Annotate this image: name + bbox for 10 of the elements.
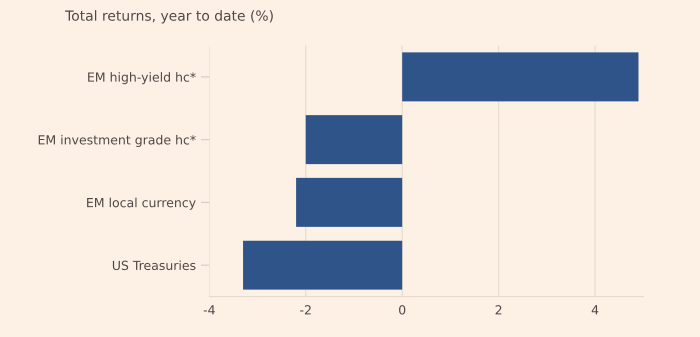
y-tick-label: EM high-yield hc* [88, 72, 196, 84]
y-tick-label: US Treasuries [112, 260, 196, 270]
y-tick-label: EM investment grade hc* [38, 134, 196, 147]
x-tick-label: 4 [592, 305, 598, 314]
x-tick-label: -4 [204, 305, 215, 314]
y-tick-label: EM local currency [87, 198, 196, 210]
x-tick-label: 2 [496, 305, 502, 314]
x-tick-label: -2 [300, 305, 311, 314]
x-tick-label: 0 [399, 305, 406, 315]
chart-title: Total returns, year to date (%) [65, 10, 273, 24]
